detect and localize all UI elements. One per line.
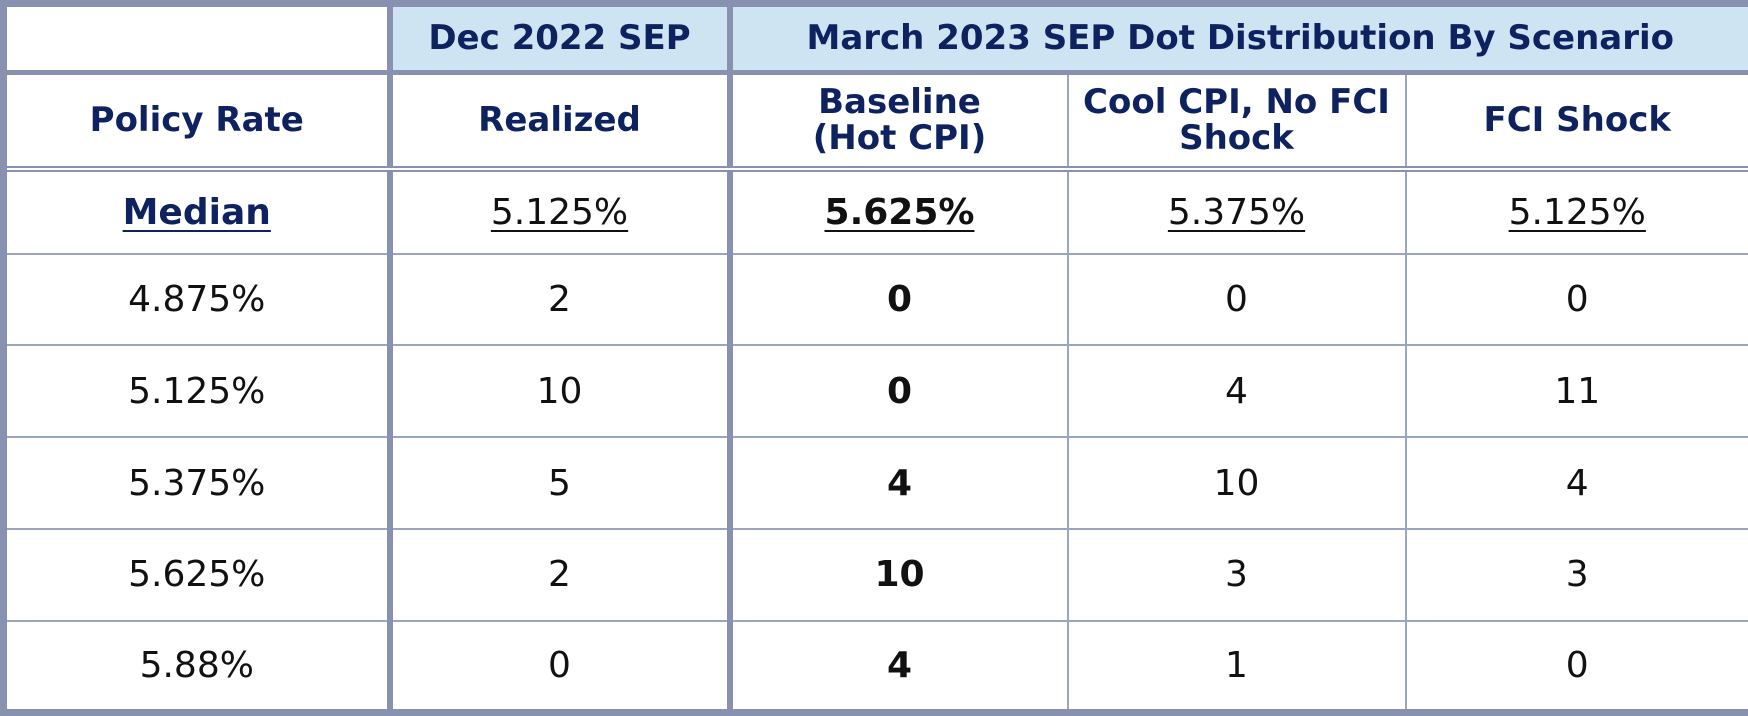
baseline-cell: 0 xyxy=(726,344,1069,439)
group-header-row: Dec 2022 SEP March 2023 SEP Dot Distribu… xyxy=(2,2,1748,75)
col-header-baseline-line2: (Hot CPI) xyxy=(812,118,987,159)
realized-cell: 5 xyxy=(386,436,731,530)
col-header-cool-line2: Shock xyxy=(1179,118,1294,159)
realized-cell: 0 xyxy=(386,619,731,714)
baseline-cell: 0 xyxy=(726,252,1069,347)
median-baseline-cell: 5.625% xyxy=(726,167,1069,255)
col-header-cool-cpi: Cool CPI, No FCI Shock xyxy=(1066,71,1407,172)
cool-cell: 3 xyxy=(1066,527,1407,622)
group-header-dec: Dec 2022 SEP xyxy=(386,2,731,75)
cool-cell: 1 xyxy=(1066,619,1407,714)
table-row: 5.625% 2 10 3 3 xyxy=(2,527,1748,622)
median-cool-cell: 5.375% xyxy=(1066,167,1407,255)
rate-cell: 5.125% xyxy=(2,344,391,439)
median-cool: 5.375% xyxy=(1167,191,1306,233)
baseline-cell: 4 xyxy=(726,619,1069,714)
baseline-cell: 10 xyxy=(726,527,1069,622)
fci-cell: 11 xyxy=(1404,344,1748,439)
rate-cell: 5.625% xyxy=(2,527,391,622)
median-realized: 5.125% xyxy=(490,191,629,233)
col-header-realized: Realized xyxy=(386,71,731,172)
baseline-cell: 4 xyxy=(726,436,1069,530)
table-row: 5.125% 10 0 4 11 xyxy=(2,344,1748,439)
col-header-cool-line1: Cool CPI, No FCI xyxy=(1083,82,1390,123)
rate-cell: 5.88% xyxy=(2,619,391,714)
table-row: 5.375% 5 4 10 4 xyxy=(2,436,1748,530)
realized-cell: 2 xyxy=(386,527,731,622)
median-row: Median 5.125% 5.625% 5.375% 5.125% xyxy=(2,167,1748,255)
col-header-fci-shock: FCI Shock xyxy=(1404,71,1748,172)
rate-cell: 4.875% xyxy=(2,252,391,347)
col-header-baseline: Baseline (Hot CPI) xyxy=(726,71,1069,172)
cool-cell: 4 xyxy=(1066,344,1407,439)
median-realized-cell: 5.125% xyxy=(386,167,731,255)
fci-cell: 3 xyxy=(1404,527,1748,622)
realized-cell: 2 xyxy=(386,252,731,347)
median-label: Median xyxy=(122,191,271,233)
median-fci-cell: 5.125% xyxy=(1404,167,1748,255)
fci-cell: 4 xyxy=(1404,436,1748,530)
table-row: 5.88% 0 4 1 0 xyxy=(2,619,1748,714)
median-label-cell: Median xyxy=(2,167,391,255)
col-header-policy-rate: Policy Rate xyxy=(2,71,391,172)
realized-cell: 10 xyxy=(386,344,731,439)
column-header-row: Policy Rate Realized Baseline (Hot CPI) … xyxy=(2,71,1748,172)
median-fci: 5.125% xyxy=(1508,191,1646,233)
group-header-blank xyxy=(2,2,391,75)
fci-cell: 0 xyxy=(1404,252,1748,347)
col-header-baseline-line1: Baseline xyxy=(818,82,981,123)
table-row: 4.875% 2 0 0 0 xyxy=(2,252,1748,347)
cool-cell: 10 xyxy=(1066,436,1407,530)
fci-cell: 0 xyxy=(1404,619,1748,714)
group-header-march: March 2023 SEP Dot Distribution By Scena… xyxy=(726,2,1748,75)
median-baseline: 5.625% xyxy=(824,191,975,233)
cool-cell: 0 xyxy=(1066,252,1407,347)
rate-cell: 5.375% xyxy=(2,436,391,530)
